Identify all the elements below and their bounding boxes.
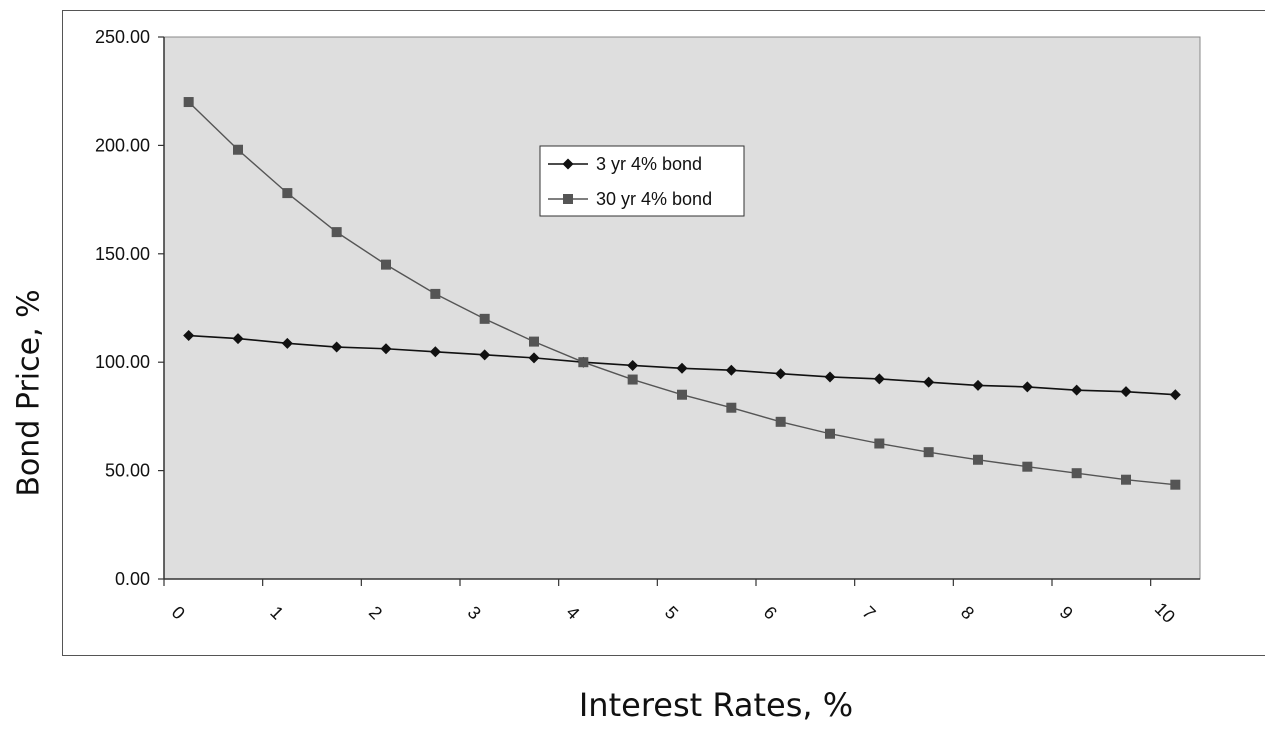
data-point-square <box>529 336 539 347</box>
series-1 <box>183 330 1181 401</box>
data-point-diamond <box>1021 381 1033 393</box>
x-tick-label: 8 <box>957 602 978 623</box>
data-point-diamond <box>380 343 392 355</box>
x-tick-label: 7 <box>858 602 879 623</box>
legend-box <box>539 145 745 217</box>
x-tick-label: 4 <box>562 602 583 623</box>
data-point-square <box>1121 474 1131 485</box>
legend-label: 30 yr 4% bond <box>596 189 712 209</box>
y-tick-label: 0.00 <box>115 569 150 589</box>
data-point-square <box>677 389 687 400</box>
data-point-diamond <box>479 349 491 361</box>
y-axis-label: Bond Price, % <box>11 289 47 497</box>
data-point-diamond <box>923 376 935 388</box>
data-point-square <box>1022 461 1033 472</box>
data-point-diamond <box>1169 389 1181 401</box>
data-point-diamond <box>824 371 836 383</box>
data-point-diamond <box>873 373 885 385</box>
x-tick-label: 10 <box>1151 599 1179 627</box>
x-tick-label: 3 <box>464 602 485 623</box>
legend: 3 yr 4% bond 30 yr 4% bond <box>539 145 745 217</box>
data-point-square <box>1170 479 1181 490</box>
data-point-square <box>726 402 737 413</box>
data-point-square <box>973 454 983 465</box>
y-tick-label: 200.00 <box>95 135 150 155</box>
data-point-square <box>381 259 391 270</box>
data-point-diamond <box>528 352 540 364</box>
data-point-diamond <box>725 364 737 376</box>
series-2 <box>183 97 1181 490</box>
data-point-diamond <box>331 341 343 353</box>
data-point-diamond <box>429 346 441 358</box>
y-tick-label: 150.00 <box>95 244 150 264</box>
data-point-diamond <box>676 362 688 374</box>
legend-marker-square <box>563 194 573 204</box>
data-point-diamond <box>627 359 639 371</box>
data-point-diamond <box>775 368 787 380</box>
data-point-square <box>627 374 638 385</box>
y-tick-label: 250.00 <box>95 27 150 47</box>
data-point-diamond <box>232 333 244 345</box>
data-point-square <box>331 227 342 238</box>
legend-marker-diamond <box>562 158 574 170</box>
data-point-diamond <box>1120 386 1132 398</box>
series-layer <box>183 97 1181 490</box>
data-point-square <box>233 144 243 155</box>
x-tick-label: 1 <box>266 602 287 623</box>
data-point-square <box>825 428 835 439</box>
data-point-square <box>775 416 786 427</box>
x-tick-label: 6 <box>760 602 781 623</box>
data-point-diamond <box>281 337 293 349</box>
data-point-diamond <box>1071 384 1083 396</box>
data-point-square <box>874 438 885 449</box>
x-axis-label: Interest Rates, % <box>578 686 854 724</box>
plot-area <box>163 36 1201 580</box>
x-tick-label: 9 <box>1056 602 1077 623</box>
data-point-square <box>578 357 589 368</box>
x-tick-label: 2 <box>365 602 386 623</box>
y-tick-label: 100.00 <box>95 352 150 372</box>
chart-frame <box>62 10 1265 656</box>
data-point-diamond <box>183 330 195 342</box>
data-point-diamond <box>972 379 984 391</box>
data-point-square <box>1071 468 1082 479</box>
x-tick-label: 5 <box>661 602 682 623</box>
data-point-square <box>183 97 194 108</box>
data-point-square <box>430 288 441 299</box>
data-point-square <box>923 447 934 458</box>
legend-label: 3 yr 4% bond <box>596 154 702 174</box>
x-tick-label: 0 <box>168 602 189 623</box>
y-tick-label: 50.00 <box>105 461 150 481</box>
data-point-square <box>479 313 490 324</box>
data-point-square <box>282 188 293 199</box>
